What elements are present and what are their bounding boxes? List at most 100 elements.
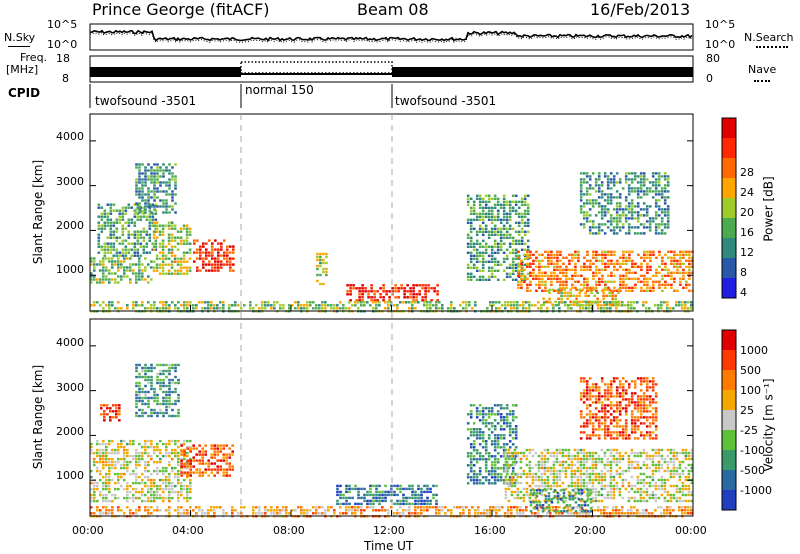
vel-cb-tick-m500: -500 [740, 464, 765, 477]
vel-cb-tick-m1000: -1000 [740, 484, 772, 497]
power-cb-swatch-0 [722, 118, 736, 139]
vel-cb-tick-m100: -100 [740, 444, 765, 457]
vel-ytick-4000: 4000 [56, 336, 84, 349]
xlabel: Time UT [364, 539, 414, 553]
power-ytick-4000: 4000 [56, 130, 84, 143]
vel-cb-tick-500: 500 [740, 364, 761, 377]
vel-cb-tick-100: 100 [740, 384, 761, 397]
power-cb-swatch-5 [722, 218, 736, 239]
nsearch-label: N.Search [744, 31, 794, 44]
vel-cb-swatch-7 [722, 470, 736, 491]
power-heatmap [90, 163, 694, 313]
power-region-9 [517, 250, 694, 292]
nave-tick-high: 80 [706, 52, 720, 65]
velocity-region-0 [90, 439, 192, 503]
vel-ytick-3000: 3000 [56, 381, 84, 394]
power-region-2 [135, 163, 177, 214]
power-cb-tick-24: 24 [740, 186, 754, 199]
freq-bar-2 [241, 73, 392, 75]
freq-tick-low: 8 [62, 72, 69, 85]
noise-sky-line [89, 29, 693, 42]
freq-bar-1 [90, 67, 241, 77]
power-cb-tick-20: 20 [740, 206, 754, 219]
power-cb-tick-4: 4 [740, 286, 747, 299]
beam-title: Beam 08 [357, 0, 429, 19]
station-title: Prince George (fitACF) [92, 0, 270, 19]
velocity-region-2 [135, 363, 180, 418]
freq-nave-dotted [240, 61, 393, 74]
power-ytick-3000: 3000 [56, 175, 84, 188]
power-cb-swatch-8 [722, 278, 736, 299]
vel-cb-swatch-4 [722, 410, 736, 431]
cpid-segment-2: normal 150 [245, 83, 314, 97]
noise-panel-frame [89, 23, 694, 51]
velocity-region-3 [180, 444, 234, 477]
vel-cb-swatch-5 [722, 430, 736, 451]
velocity-region-9 [579, 377, 658, 440]
power-region-6 [346, 284, 439, 302]
date-title: 16/Feb/2013 [590, 0, 691, 19]
power-cb-swatch-6 [722, 238, 736, 259]
power-region-0 [90, 257, 153, 284]
vel-ytick-2000: 2000 [56, 425, 84, 438]
vel-cb-swatch-3 [722, 390, 736, 411]
xtick-6: 00:00 [675, 524, 707, 537]
nsearch-tick-high: 10^5 [705, 18, 736, 31]
power-region-4 [193, 239, 235, 272]
xtick-1: 04:00 [172, 524, 204, 537]
vel-cb-tick-m25: -25 [740, 424, 758, 437]
xtick-3: 12:00 [373, 524, 405, 537]
power-cb-frame [721, 117, 737, 299]
power-ytick-2000: 2000 [56, 219, 84, 232]
velocity-colorbar-label: Velocity [m s⁻¹] [761, 378, 776, 472]
vel-cb-swatch-6 [722, 450, 736, 471]
vel-ytick-1000: 1000 [56, 469, 84, 482]
nsky-tick-low: 10^0 [47, 38, 78, 51]
power-colorbar [721, 117, 737, 299]
nave-tick-low: 0 [706, 72, 713, 85]
vel-cb-swatch-1 [722, 350, 736, 371]
cpid-label: CPID [8, 86, 41, 100]
velocity-colorbar [721, 329, 737, 511]
nsearch-tick-low: 10^0 [705, 38, 736, 51]
cpid-segment-3: twofsound -3501 [395, 94, 497, 108]
xtick-2: 08:00 [273, 524, 305, 537]
velocity-region-8 [529, 489, 593, 513]
vel-cb-swatch-0 [722, 330, 736, 351]
power-cb-tick-12: 12 [740, 246, 754, 259]
power-cb-tick-16: 16 [740, 226, 754, 239]
vel-cb-tick-25: 25 [740, 404, 754, 417]
velocity-region-5 [90, 506, 693, 518]
power-cb-tick-8: 8 [740, 266, 747, 279]
power-ylabel: Slant Range [km] [31, 159, 46, 265]
power-cb-swatch-2 [722, 158, 736, 179]
velocity-heatmap [90, 363, 694, 518]
freq-label-line1: Freq. [20, 51, 48, 64]
power-region-11 [579, 172, 670, 235]
power-cb-swatch-4 [722, 198, 736, 219]
nsearch-legend-line [756, 46, 788, 48]
velocity-region-4 [336, 484, 438, 506]
power-region-3 [152, 221, 192, 275]
xtick-0: 00:00 [72, 524, 104, 537]
velocity-region-6 [466, 404, 518, 485]
nsky-label: N.Sky [4, 31, 36, 44]
power-cb-swatch-7 [722, 258, 736, 279]
velocity-region-1 [100, 404, 121, 422]
cpid-segment-1: twofsound -3501 [95, 94, 197, 108]
power-region-1 [97, 203, 158, 257]
vel-cb-swatch-8 [722, 490, 736, 511]
nsky-tick-high: 10^5 [47, 18, 78, 31]
freq-label-line2: [MHz] [6, 63, 39, 76]
vel-cb-swatch-2 [722, 370, 736, 391]
noise-search-line [89, 32, 693, 44]
power-cb-swatch-3 [722, 178, 736, 199]
nave-legend-line [754, 80, 770, 82]
velocity-ylabel: Slant Range [km] [31, 364, 46, 470]
vel-cb-tick-1000: 1000 [740, 344, 768, 357]
xtick-5: 20:00 [574, 524, 606, 537]
power-region-10 [542, 288, 620, 306]
power-cb-tick-28: 28 [740, 166, 754, 179]
power-colorbar-label: Power [dB] [761, 176, 776, 242]
